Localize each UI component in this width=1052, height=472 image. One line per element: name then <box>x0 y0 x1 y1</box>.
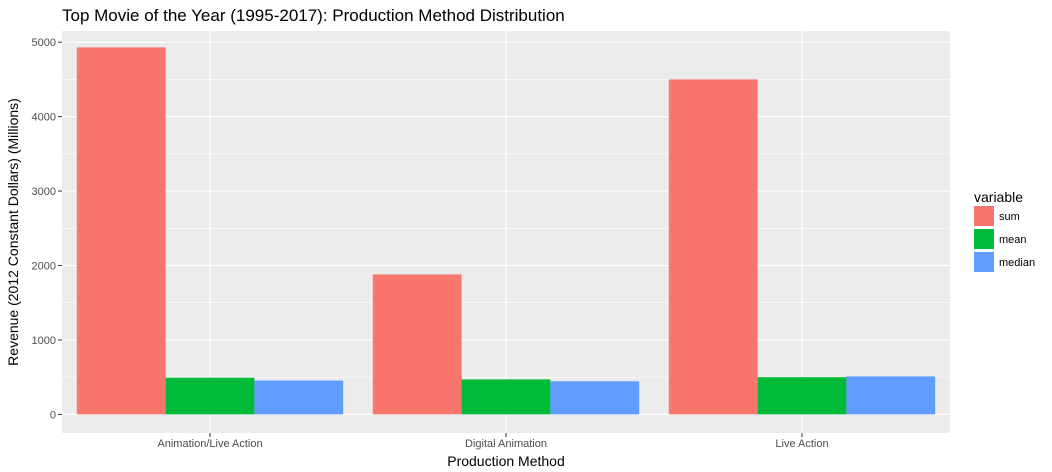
legend-label-mean: mean <box>999 234 1027 246</box>
bar-median <box>254 380 344 415</box>
x-axis-title: Production Method <box>447 453 565 469</box>
y-tick-label: 2000 <box>32 261 56 273</box>
y-tick-label: 0 <box>50 409 56 421</box>
bar-median <box>846 376 936 415</box>
major-gridlines <box>62 31 950 433</box>
legend-key-mean <box>974 229 994 249</box>
bar-mean <box>461 379 551 415</box>
y-axis-ticks: 0 1000 2000 3000 4000 5000 <box>32 37 62 421</box>
y-tick-label: 1000 <box>32 335 56 347</box>
bar-sum <box>372 274 462 415</box>
x-tick-label: Live Action <box>775 438 828 450</box>
legend: variable sum mean median <box>974 189 1035 272</box>
legend-label-sum: sum <box>999 211 1020 223</box>
legend-label-median: median <box>999 257 1035 269</box>
y-tick-label: 4000 <box>32 112 56 124</box>
bar-sum <box>668 79 758 415</box>
legend-key-sum <box>974 206 994 226</box>
bar-median <box>550 381 640 415</box>
chart-title: Top Movie of the Year (1995-2017): Produ… <box>62 6 565 25</box>
bars <box>76 47 936 415</box>
bar-mean <box>757 377 847 415</box>
bar-mean <box>165 377 255 415</box>
x-tick-label: Animation/Live Action <box>157 438 262 450</box>
legend-title: variable <box>974 189 1023 205</box>
y-axis-title: Revenue (2012 Constant Dollars) (Million… <box>5 98 21 366</box>
legend-key-median <box>974 252 994 272</box>
bar-sum <box>76 47 166 415</box>
x-tick-label: Digital Animation <box>465 438 547 450</box>
y-tick-label: 5000 <box>32 37 56 49</box>
x-axis-ticks: Animation/Live Action Digital Animation Li… <box>157 433 829 450</box>
y-tick-label: 3000 <box>32 186 56 198</box>
